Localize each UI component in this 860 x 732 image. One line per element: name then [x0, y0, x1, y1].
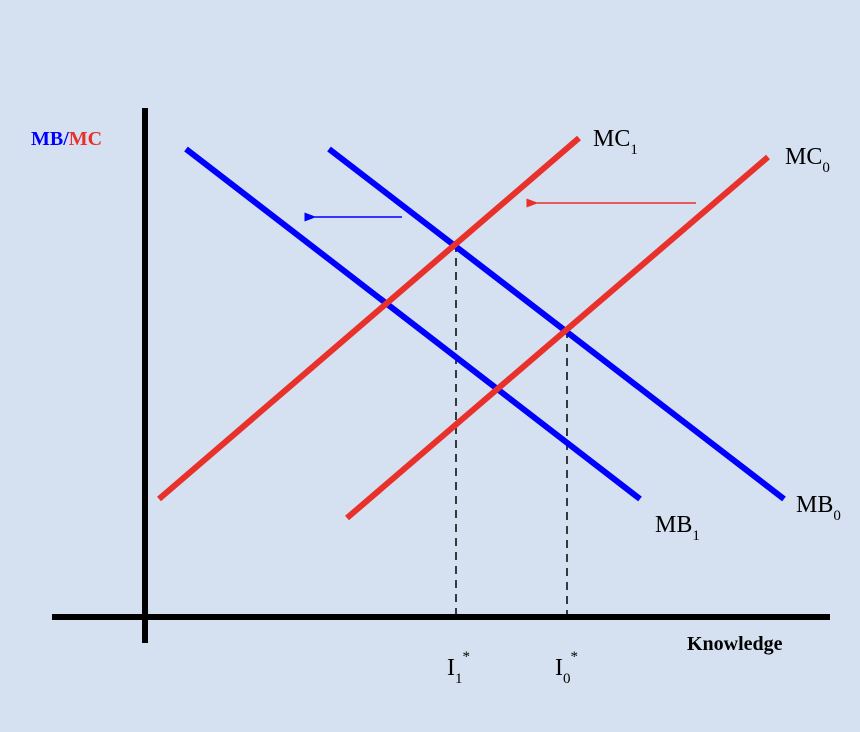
y-axis-label: MB/MC [31, 128, 102, 150]
i0-label-sub: 0 [563, 671, 571, 687]
mb1-label: MB1 [655, 512, 700, 544]
mc0-label-sub: 0 [822, 160, 830, 176]
i1-label-sup: * [463, 649, 471, 665]
mb1-label-sub: 1 [692, 528, 700, 544]
i0-label-base: I [555, 655, 563, 681]
y-axis-label-mb: MB [31, 128, 63, 150]
y-axis-label-separator: / [62, 128, 69, 150]
mc0-curve [345, 154, 770, 521]
mb1-curve [184, 146, 642, 502]
y-axis-label-mc: MC [69, 128, 102, 150]
mc1-label-base: MC [593, 126, 630, 152]
i1-label-sub: 1 [455, 671, 463, 687]
i1-label-base: I [447, 655, 455, 681]
mb0-label-base: MB [796, 492, 833, 518]
i0-label-sup: * [571, 649, 579, 665]
mc1-label: MC1 [593, 126, 638, 158]
mb0-label-sub: 0 [833, 508, 841, 524]
mc0-label-base: MC [785, 144, 822, 170]
i0-star-label: I0* [555, 649, 578, 687]
mb0-label: MB0 [796, 492, 841, 524]
mc1-label-sub: 1 [630, 142, 638, 158]
mc0-label: MC0 [785, 144, 830, 176]
mb0-curve [327, 146, 786, 502]
x-axis-label: Knowledge [687, 633, 783, 655]
mb1-label-base: MB [655, 512, 692, 538]
mc1-curve [157, 135, 581, 502]
i1-star-label: I1* [447, 649, 470, 687]
